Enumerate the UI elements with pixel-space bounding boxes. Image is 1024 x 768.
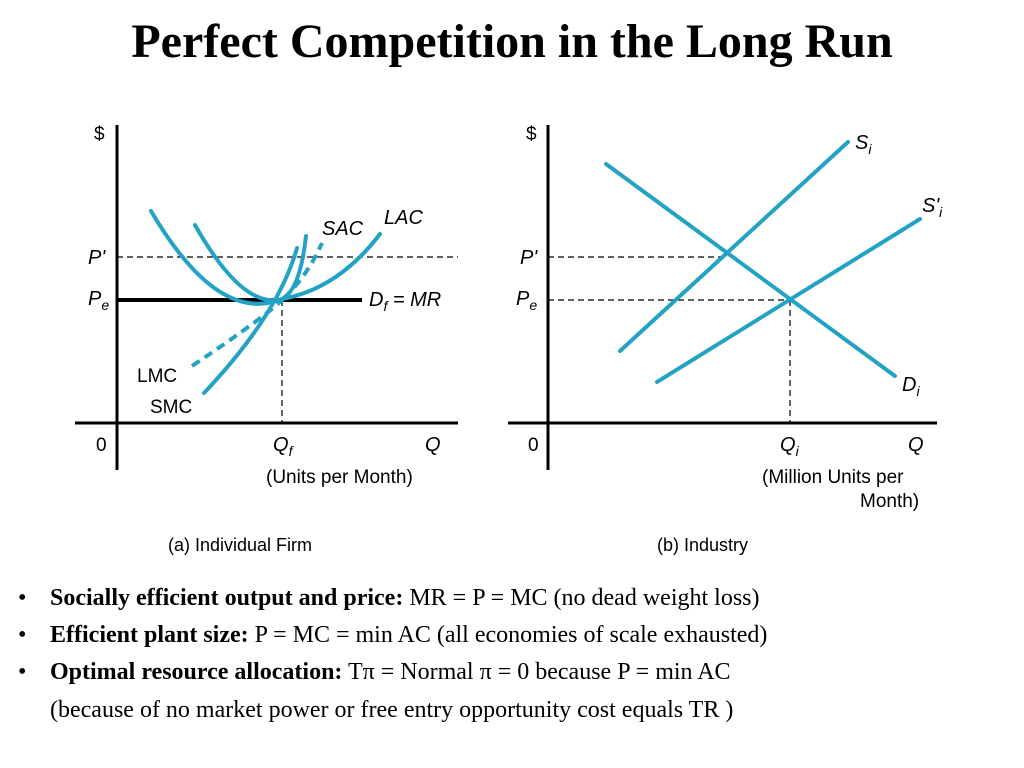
bullet-item: • Optimal resource allocation: Tπ = Norm… [14, 654, 1014, 691]
industry-caption: (b) Industry [657, 535, 748, 555]
bullet-item: • Efficient plant size: P = MC = min AC … [14, 617, 1014, 654]
industry-p-prime-label: P' [520, 247, 538, 269]
industry-si-prime-label: S'i [922, 195, 943, 220]
firm-panel: $ P' Pe 0 Qf Q (Units per Month) SAC LAC… [75, 124, 458, 555]
firm-p-prime-label: P' [88, 247, 106, 269]
industry-qi-label: Qi [780, 434, 800, 459]
diagram-canvas: $ P' Pe 0 Qf Q (Units per Month) SAC LAC… [75, 124, 943, 555]
slide-title: Perfect Competition in the Long Run [131, 15, 893, 68]
industry-pe-label: Pe [516, 288, 537, 313]
bullet-list: • Socially efficient output and price: M… [14, 580, 1014, 729]
firm-smc-label: SMC [150, 397, 192, 418]
firm-qf-label: Qf [273, 434, 295, 459]
industry-demand-di [604, 162, 897, 378]
industry-si-label: Si [855, 132, 872, 157]
bullet-heading: Socially efficient output and price: [50, 585, 404, 611]
industry-di-label: Di [902, 374, 920, 399]
industry-y-axis-label: $ [526, 124, 537, 145]
bullet-marker: • [18, 659, 27, 686]
firm-x-axis-label: Q [425, 434, 441, 456]
industry-x-axis-label: Q [908, 434, 924, 456]
firm-sac-label: SAC [322, 218, 364, 240]
firm-origin-label: 0 [96, 435, 107, 456]
bullet-heading: Optimal resource allocation: [50, 659, 343, 686]
industry-origin-label: 0 [528, 435, 539, 456]
firm-lac-label: LAC [384, 207, 423, 229]
bullet-marker: • [18, 622, 27, 649]
industry-panel: $ P' Pe 0 Qi Q (Million Units per Month)… [508, 124, 943, 555]
bullet-heading: Efficient plant size: [50, 622, 249, 649]
bullet-text: P = MC = min AC (all economies of scale … [248, 622, 768, 649]
firm-lmc-curve [190, 296, 286, 368]
bullet-item: • Socially efficient output and price: M… [14, 580, 1014, 617]
firm-df-mr-label: Df = MR [369, 289, 441, 314]
bullet-text: Tπ = Normal π = 0 because P = min AC [342, 659, 731, 686]
industry-supply-si-prime [655, 217, 922, 384]
firm-y-axis-label: $ [94, 124, 105, 145]
firm-x-units-label: (Units per Month) [266, 467, 413, 488]
firm-caption: (a) Individual Firm [168, 535, 312, 555]
bullet-text: (because of no market power or free entr… [50, 696, 734, 723]
bullet-continuation: (because of no market power or free entr… [14, 692, 1014, 729]
industry-x-units-label-1: (Million Units per [762, 467, 904, 488]
firm-smc-curve [202, 246, 299, 395]
bullet-marker: • [18, 585, 27, 611]
firm-lmc-label: LMC [137, 366, 177, 387]
industry-x-units-label-2: Month) [860, 491, 919, 512]
bullet-text: MR = P = MC (no dead weight loss) [403, 585, 760, 611]
firm-pe-label: Pe [88, 288, 109, 313]
firm-sac-curve [193, 223, 308, 303]
industry-supply-si [618, 140, 850, 353]
firm-lmc-curve-upper [282, 242, 324, 300]
